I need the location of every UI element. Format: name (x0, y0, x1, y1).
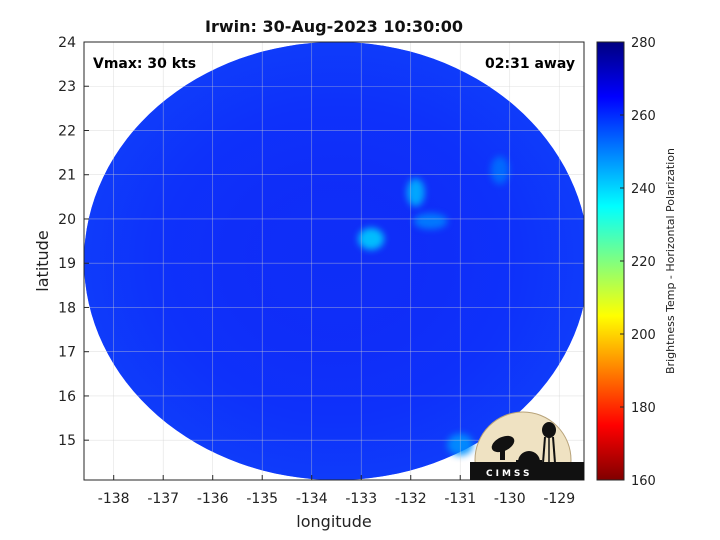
cloud-feature (406, 178, 425, 207)
x-tick-label: -129 (543, 491, 575, 507)
swath-shading (84, 42, 584, 480)
y-tick-label: 17 (58, 345, 76, 361)
vmax-annotation: Vmax: 30 kts (93, 56, 196, 72)
water-tower-icon (542, 422, 556, 438)
colorbar-tick-label: 280 (631, 36, 656, 51)
x-tick-label: -134 (296, 491, 328, 507)
y-tick-label: 20 (58, 212, 76, 228)
x-ticks: -138 -137 -136 -135 -134 -133 -132 -131 -130 -129 (98, 475, 575, 507)
x-tick-label: -135 (246, 491, 278, 507)
satellite-dish-icon (491, 435, 515, 453)
cloud-feature (490, 156, 509, 185)
y-tick-label: 19 (58, 256, 76, 272)
x-tick-label: -137 (147, 491, 179, 507)
time-away-annotation: 02:31 away (485, 56, 575, 72)
brightness-swath (84, 42, 584, 480)
x-tick-label: -136 (197, 491, 229, 507)
colorbar-tick-label: 200 (631, 328, 656, 343)
y-tick-label: 15 (58, 433, 76, 449)
x-tick-label: -131 (444, 491, 476, 507)
colorbar-tick-label: 160 (631, 474, 656, 489)
y-tick-label: 24 (58, 35, 76, 51)
colorbar-tick-label: 260 (631, 109, 656, 124)
colorbar-ticks: 160 180 200 220 240 260 280 (620, 36, 656, 489)
svg-text:CIMSS: CIMSS (486, 469, 532, 479)
cloud-feature (358, 227, 385, 250)
x-tick-label: -138 (98, 491, 130, 507)
axes-box (83, 41, 585, 481)
colorbar-label: Brightness Temp - Horizontal Polarizatio… (664, 148, 677, 374)
cimss-logo: CIMSS (470, 411, 584, 480)
y-tick-label: 22 (58, 123, 76, 139)
grid (84, 41, 584, 480)
x-axis-label: longitude (296, 512, 371, 531)
y-tick-label: 16 (58, 389, 76, 405)
x-tick-label: -133 (345, 491, 377, 507)
colorbar-tick-label: 220 (631, 255, 656, 270)
y-ticks: 15 16 17 18 19 20 21 22 23 24 (58, 35, 89, 449)
chart-title: Irwin: 30-Aug-2023 10:30:00 (205, 17, 463, 36)
y-tick-label: 21 (58, 168, 76, 184)
y-tick-label: 23 (58, 79, 76, 95)
colorbar-tick-label: 240 (631, 182, 656, 197)
cloud-feature (413, 213, 448, 230)
y-tick-label: 18 (58, 300, 76, 316)
x-tick-label: -132 (395, 491, 427, 507)
colorbar (596, 41, 625, 481)
x-tick-label: -130 (494, 491, 526, 507)
y-axis-label: latitude (33, 230, 52, 291)
colorbar-tick-label: 180 (631, 401, 656, 416)
